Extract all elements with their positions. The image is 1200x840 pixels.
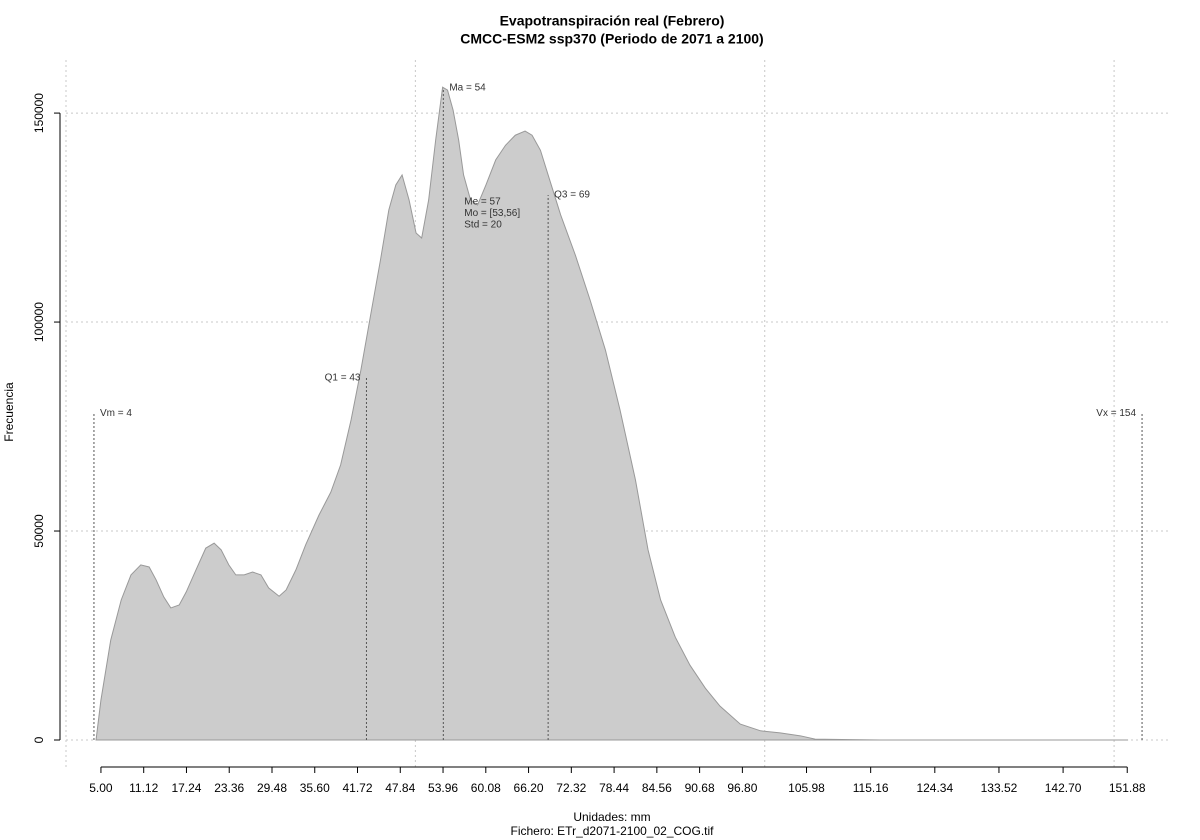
marker-label: Q1 = 43 — [325, 373, 361, 384]
x-tick-label: 142.70 — [1045, 781, 1082, 795]
chart-subtitle: CMCC-ESM2 ssp370 (Periodo de 2071 a 2100… — [460, 31, 763, 47]
x-tick-label: 72.32 — [556, 781, 586, 795]
x-tick-label: 96.80 — [727, 781, 757, 795]
x-tick-label: 124.34 — [916, 781, 953, 795]
marker-label: Ma = 54 — [449, 83, 486, 94]
x-tick-label: 60.08 — [471, 781, 501, 795]
x-tick-label: 90.68 — [685, 781, 715, 795]
chart-title: Evapotranspiración real (Febrero) — [500, 13, 725, 29]
x-tick-label: 17.24 — [171, 781, 201, 795]
marker-label: Q3 = 69 — [554, 190, 590, 201]
x-tick-label: 151.88 — [1109, 781, 1146, 795]
stats-label: Std = 20 — [464, 220, 502, 231]
marker-label: Vm = 4 — [100, 408, 132, 419]
marker-label: Vx = 154 — [1096, 408, 1136, 419]
y-tick-label: 50000 — [32, 514, 46, 548]
x-tick-label: 23.36 — [214, 781, 244, 795]
x-tick-label: 53.96 — [428, 781, 458, 795]
x-axis-label: Unidades: mm — [573, 810, 650, 824]
x-tick-label: 105.98 — [788, 781, 825, 795]
x-tick-label: 84.56 — [642, 781, 672, 795]
y-tick-label: 150000 — [32, 93, 46, 133]
x-tick-label: 29.48 — [257, 781, 287, 795]
x-tick-label: 115.16 — [853, 781, 889, 795]
x-tick-label: 41.72 — [342, 781, 372, 795]
x-tick-label: 133.52 — [981, 781, 1018, 795]
caption: Fichero: ETr_d2071-2100_02_COG.tif — [511, 824, 715, 838]
x-tick-label: 66.20 — [514, 781, 544, 795]
y-tick-label: 100000 — [32, 302, 46, 342]
x-tick-label: 47.84 — [385, 781, 415, 795]
x-tick-label: 35.60 — [300, 781, 330, 795]
x-tick-label: 11.12 — [129, 781, 158, 795]
y-tick-label: 0 — [32, 736, 46, 743]
x-tick-label: 5.00 — [89, 781, 113, 795]
stats-label: Me = 57 — [464, 197, 501, 208]
x-tick-label: 78.44 — [599, 781, 629, 795]
density-area — [95, 86, 1129, 741]
stats-label: Mo = [53,56] — [464, 208, 520, 219]
y-axis-label: Frecuencia — [2, 382, 16, 442]
